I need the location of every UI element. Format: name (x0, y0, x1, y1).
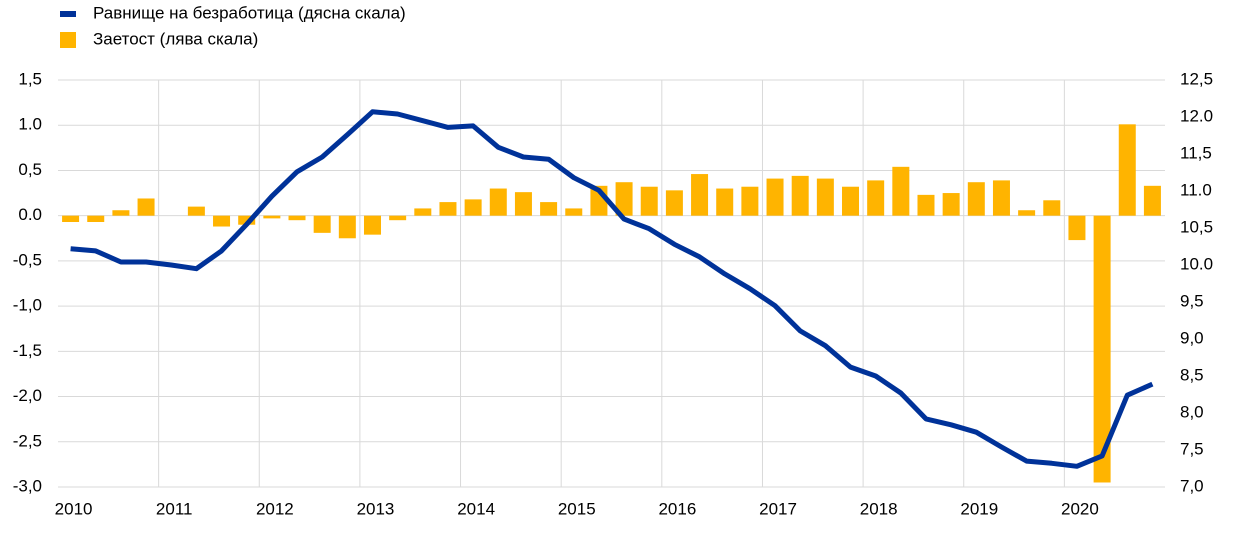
bar (213, 215, 231, 227)
bar (137, 198, 155, 216)
y2-tick-label: 11,5 (1180, 143, 1212, 162)
bar (514, 192, 532, 216)
y-tick-label: 1.0 (18, 115, 42, 134)
x-tick-label: 2015 (558, 499, 596, 518)
bar (942, 193, 960, 216)
y2-tick-label: 11.0 (1180, 180, 1212, 199)
bar (238, 215, 256, 225)
y2-tick-label: 7,5 (1180, 439, 1204, 458)
bar (263, 215, 281, 219)
bar (816, 178, 834, 216)
bar (288, 215, 306, 221)
y-tick-label: 0,5 (18, 160, 42, 179)
bar (439, 202, 457, 216)
y-tick-label: -2,0 (13, 386, 42, 405)
bar (112, 210, 130, 216)
bar (917, 194, 935, 216)
bar (87, 215, 105, 222)
bar (489, 188, 507, 216)
bar (892, 166, 910, 216)
bar (716, 188, 734, 216)
bar (540, 202, 558, 216)
bar (867, 180, 885, 216)
bar (665, 190, 683, 216)
y-tick-label: 1,5 (18, 69, 42, 88)
y-tick-label: -0,5 (13, 250, 42, 269)
x-tick-label: 2020 (1061, 499, 1099, 518)
bar (62, 215, 80, 222)
bar (741, 186, 759, 216)
x-tick-label: 2017 (759, 499, 797, 518)
y2-tick-label: 9,0 (1180, 328, 1204, 347)
bar (992, 180, 1010, 216)
bar (691, 174, 709, 216)
y2-tick-label: 9,5 (1180, 291, 1204, 310)
bar (1018, 210, 1036, 216)
y2-tick-label: 10.0 (1180, 254, 1213, 273)
x-tick-label: 2019 (960, 499, 998, 518)
bar (565, 208, 583, 216)
y-tick-label: -1,0 (13, 296, 42, 315)
bar (766, 178, 784, 216)
bar (464, 199, 482, 216)
x-tick-label: 2011 (156, 499, 193, 518)
bar (615, 182, 633, 216)
legend-label: Равнище на безработица (дясна скала) (93, 3, 406, 22)
y2-tick-label: 10,5 (1180, 217, 1213, 236)
bar (791, 175, 809, 216)
bar (313, 215, 331, 233)
bar (389, 215, 407, 221)
y2-tick-label: 8,0 (1180, 402, 1204, 421)
y-tick-label: -2,5 (13, 431, 42, 450)
y2-tick-label: 8,5 (1180, 365, 1204, 384)
x-tick-label: 2010 (55, 499, 93, 518)
bar (363, 215, 381, 235)
bar (414, 208, 432, 216)
y-tick-label: -1,5 (13, 341, 42, 360)
y2-tick-label: 7,0 (1180, 476, 1204, 495)
legend-swatch (60, 11, 76, 17)
x-tick-label: 2014 (457, 499, 495, 518)
legend-swatch (60, 32, 76, 48)
line (70, 109, 1154, 469)
x-tick-label: 2018 (860, 499, 898, 518)
bar (1143, 185, 1161, 216)
bar (1118, 124, 1136, 216)
y-tick-label: 0.0 (18, 205, 42, 224)
x-tick-label: 2013 (357, 499, 395, 518)
bar (187, 206, 205, 216)
y2-tick-label: 12.0 (1180, 106, 1213, 125)
x-tick-label: 2012 (256, 499, 294, 518)
bar (640, 186, 658, 216)
bar (842, 186, 860, 216)
legend-label: Заетост (лява скала) (93, 29, 258, 48)
y-tick-label: -3,0 (13, 476, 42, 495)
bar (1068, 215, 1086, 241)
x-tick-label: 2016 (658, 499, 696, 518)
y2-tick-label: 12,5 (1180, 69, 1213, 88)
bar (1093, 215, 1111, 483)
bar (1043, 200, 1061, 216)
bar (338, 215, 356, 239)
bar (967, 182, 985, 216)
